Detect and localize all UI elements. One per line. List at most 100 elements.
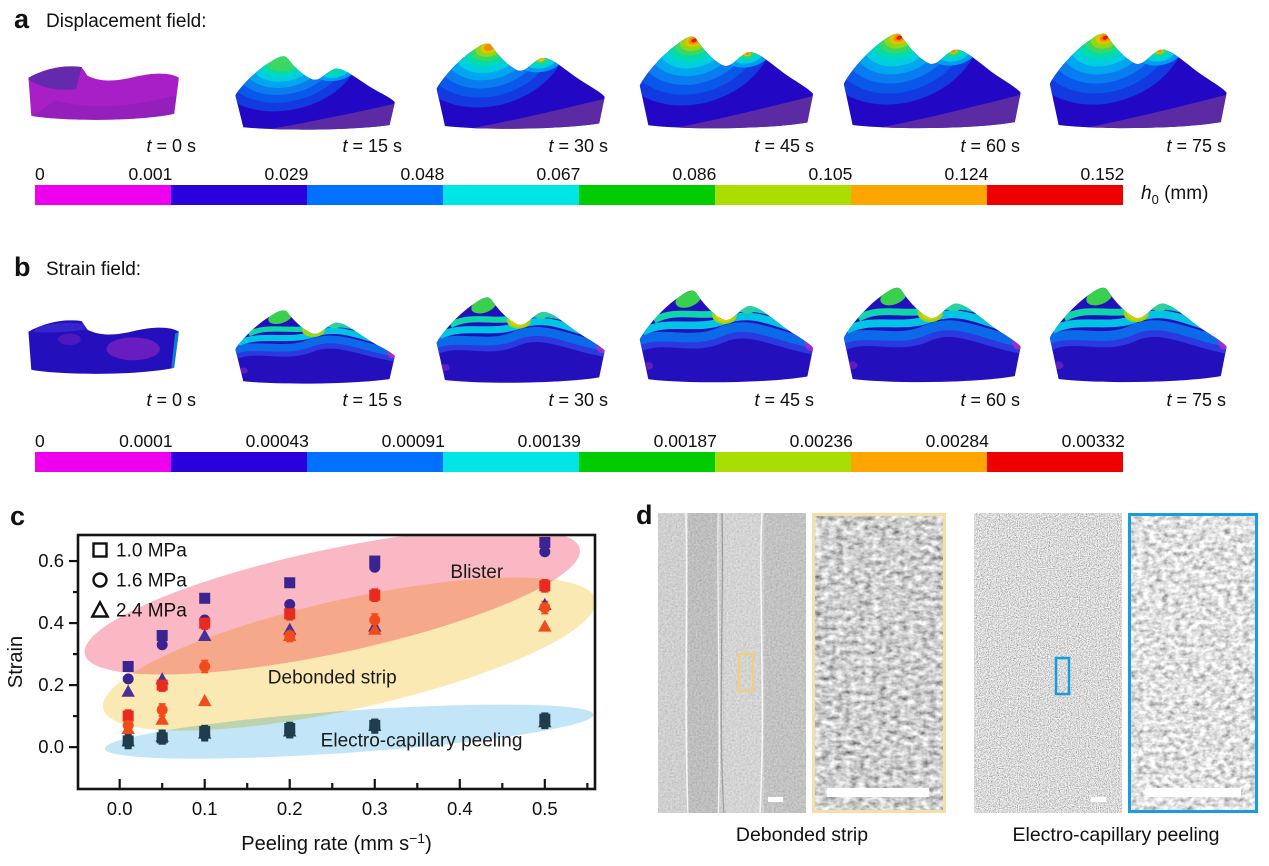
displacement-surface [1049,33,1227,129]
colorbar-segment [579,452,715,472]
region-label: Blister [450,562,503,583]
series-blister-square [122,536,551,672]
colorbar-tick: 0.00043 [245,431,309,451]
strain-surface-t0 [28,320,179,374]
x-tick-label: 0.0 [107,798,133,819]
colorbar-segment [35,452,171,472]
legend-label: 1.0 MPa [116,541,187,562]
strain-surface-slot: t = 45 s [632,282,838,411]
displacement-surface-t0 [28,66,179,120]
colorbar-segment [307,452,443,472]
colorbar-tick: 0.00236 [789,431,853,451]
scale-bar [768,797,783,802]
strain-surface [639,290,814,383]
strain-vs-peeling-rate-chart: 0.0 0.1 0.2 0.3 0.4 0.5 0.0 0.2 0.4 0.6 Peeling ra… [5,533,597,855]
displacement-surface [436,43,605,129]
zoom-region-box-blue [1054,656,1071,696]
displacement-surface-slot: t = 45 s [632,28,838,157]
strain-surface [843,287,1021,383]
colorbar-tick: 0.001 [128,164,173,184]
colorbar-segment [35,185,171,205]
colorbar-segment [171,452,307,472]
displacement-surface [639,36,814,129]
y-tick-label: 0.6 [38,550,64,571]
colorbar-tick: 0.105 [808,164,853,184]
region-label: Debonded strip [268,667,397,688]
scale-bar [827,788,929,797]
panel-a-label: a [14,4,30,34]
strain-colorbar-bar [35,452,1123,472]
x-tick-label: 0.5 [532,798,558,819]
legend-label: 2.4 MPa [116,601,187,622]
strain-surface-slot: t = 60 s [838,282,1044,411]
zoom-region-box-yellow [737,652,755,693]
displacement-colorbar-ticks: 0 0.001 0.029 0.048 0.067 0.086 0.105 0.124 0.15… [35,163,1124,185]
plot-frame [76,533,597,791]
colorbar-tick: 0 [35,164,45,184]
time-label: t = 60 s [960,390,1020,410]
time-label: t = 30 s [548,390,608,410]
time-label: t = 0 s [146,136,196,156]
series-electro-capillary-peeling-triangle [121,715,552,747]
colorbar-tick: 0.00284 [925,431,989,451]
colorbar-tick: 0.00187 [653,431,717,451]
strain-colorbar: 0 0.0001 0.00043 0.00091 0.00139 0.00187 0.002… [35,430,1125,472]
region-ellipse-electro-capillary-peeling [104,704,594,759]
colorbar-tick: 0.00091 [381,431,445,451]
colorbar-segment [443,185,579,205]
colorbar-segment [987,452,1123,472]
strain-surface-slot: t = 30 s [426,282,632,411]
legend: 1.0 MPa 1.6 MPa 2.4 MPa [90,541,187,622]
sem-image-electro-capillary [974,513,1122,813]
x-tick-label: 0.2 [277,798,303,819]
colorbar-segment [715,185,851,205]
displacement-surface-row: t = 0 s [14,28,1250,157]
strain-surface [235,310,395,384]
series-debonded-strip-triangle [121,619,552,735]
region-ellipse-debonded-strip [102,577,595,731]
time-label: t = 60 s [960,136,1020,156]
sem-inset-electro-capillary [1128,513,1258,813]
displacement-surface-slot: t = 60 s [838,28,1044,157]
strip-ridge [685,513,689,813]
strain-surface [436,297,605,383]
displacement-surface-slot: t = 75 s [1044,28,1250,157]
colorbar-segment [715,452,851,472]
sem-image-debonded-strip [658,513,806,813]
colorbar-tick: 0.00139 [517,431,581,451]
colorbar-segment [851,452,987,472]
colorbar-tick: 0.086 [672,164,717,184]
time-label: t = 15 s [342,136,402,156]
y-tick-label: 0.2 [38,674,64,695]
colorbar-tick: 0.029 [264,164,309,184]
y-tick-label: 0.4 [38,612,64,633]
legend-label: 1.6 MPa [116,571,187,592]
strain-colorbar-ticks: 0 0.0001 0.00043 0.00091 0.00139 0.00187 0.002… [35,430,1125,452]
x-tick-label: 0.1 [192,798,218,819]
strain-surface-slot: t = 15 s [220,282,426,411]
x-axis-title: Peeling rate (mm s−1) [241,830,431,855]
panel-a-title: Displacement field: [46,11,207,32]
colorbar-segment [171,185,307,205]
colorbar-segment [851,185,987,205]
caption-electro-capillary: Electro-capillary peeling [1012,824,1220,846]
region-label: Electro-capillary peeling [321,730,523,751]
sem-inset-debonded-strip [812,513,946,813]
time-label: t = 45 s [754,136,814,156]
colorbar-tick: 0.048 [400,164,445,184]
time-label: t = 45 s [754,390,814,410]
colorbar-segment [307,185,443,205]
colorbar-tick: 0.00332 [1061,431,1125,451]
displacement-surface-slot: t = 15 s [220,28,426,157]
colorbar-tick: 0 [35,431,45,451]
x-tick-label: 0.4 [447,798,473,819]
displacement-colorbar-bar [35,185,1123,205]
displacement-colorbar: 0 0.001 0.029 0.048 0.067 0.086 0.105 0.124 0.15… [35,163,1208,207]
time-label: t = 75 s [1166,136,1226,156]
data-points [121,536,552,750]
displacement-surface-slot: t = 30 s [426,28,632,157]
colorbar-tick: 0.124 [944,164,989,184]
colorbar-segment [443,452,579,472]
scale-bar [1145,788,1241,797]
